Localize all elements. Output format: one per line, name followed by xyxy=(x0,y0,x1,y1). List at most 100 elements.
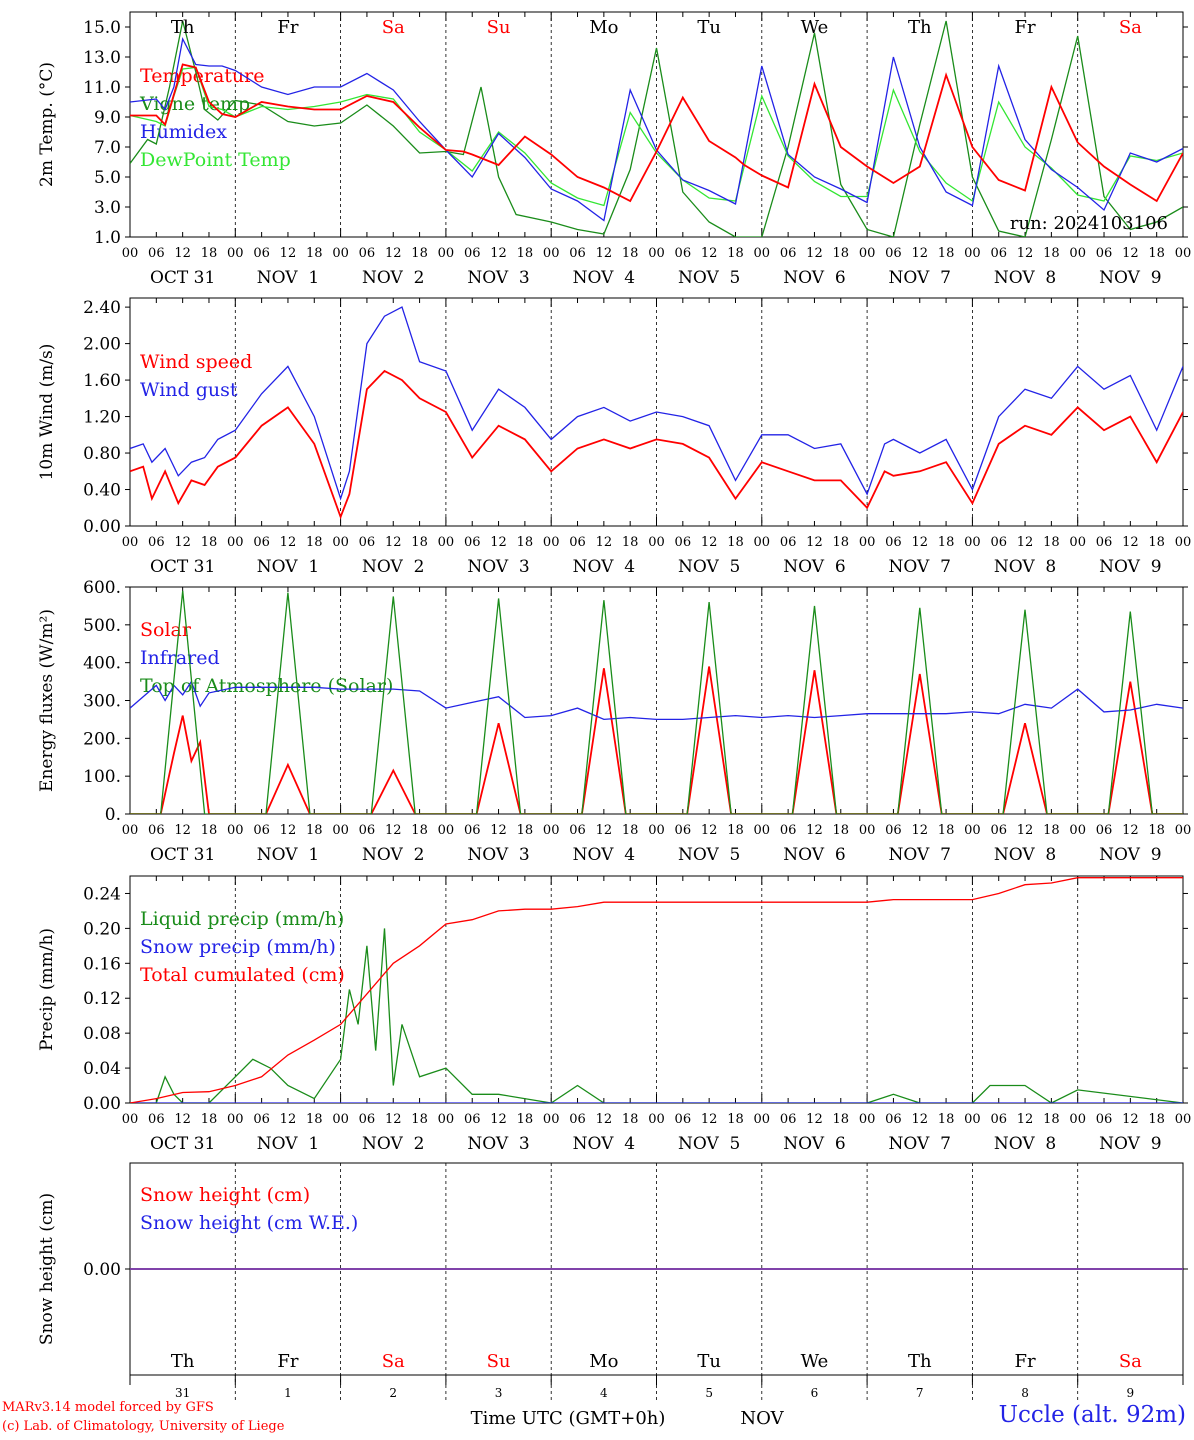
chart-panel-2: 0.00 0.40 0.80 1.20 1.60 2.00 2.40 10m Wind (m/… xyxy=(37,297,1191,577)
series-line xyxy=(130,20,1183,237)
hour-label: 12 xyxy=(1122,246,1139,261)
hour-label: 06 xyxy=(990,823,1007,838)
y-tick-label: 1.60 xyxy=(83,371,121,391)
legend-entry: Total cumulated (cm) xyxy=(140,964,345,986)
weekday-label: Su xyxy=(487,1351,511,1372)
y-tick-label: 9.0 xyxy=(94,108,121,128)
y-tick-label: 0.04 xyxy=(83,1059,121,1079)
hour-label: 06 xyxy=(675,823,692,838)
hour-label: 18 xyxy=(201,535,218,550)
hour-label: 18 xyxy=(201,246,218,261)
run-label: run: 2024103106 xyxy=(1010,213,1168,234)
date-label: NOV 4 xyxy=(573,268,635,288)
legend-entry: Snow height (cm W.E.) xyxy=(140,1212,358,1234)
legend-entry: Snow precip (mm/h) xyxy=(140,936,336,958)
hour-label: 00 xyxy=(122,823,139,838)
date-label: NOV 3 xyxy=(467,845,529,865)
weekday-label: Su xyxy=(487,17,511,38)
series-line xyxy=(130,37,1183,222)
hour-label: 00 xyxy=(648,823,665,838)
hour-label: 06 xyxy=(569,1112,586,1127)
legend-entry: Wind speed xyxy=(140,351,252,373)
hour-label: 06 xyxy=(885,1112,902,1127)
y-tick-label: 0.16 xyxy=(83,954,121,974)
hour-label: 06 xyxy=(675,1112,692,1127)
y-tick-label: 15.0 xyxy=(83,18,121,38)
hour-label: 00 xyxy=(754,246,771,261)
day-number: 5 xyxy=(705,1386,713,1400)
hour-label: 18 xyxy=(938,1112,955,1127)
date-label: OCT 31 xyxy=(150,1134,215,1154)
hour-label: 06 xyxy=(780,1112,797,1127)
y-tick-label: 0.08 xyxy=(83,1024,121,1044)
hour-label: 00 xyxy=(648,246,665,261)
weekday-label: Th xyxy=(908,1351,932,1372)
hour-label: 00 xyxy=(332,823,349,838)
hour-label: 06 xyxy=(148,535,165,550)
hour-label: 06 xyxy=(148,1112,165,1127)
hour-label: 12 xyxy=(490,1112,507,1127)
hour-label: 06 xyxy=(148,246,165,261)
hour-label: 18 xyxy=(938,535,955,550)
date-label: NOV 6 xyxy=(783,845,845,865)
hour-label: 18 xyxy=(411,1112,428,1127)
hour-label: 12 xyxy=(280,535,297,550)
hour-label: 12 xyxy=(701,1112,718,1127)
hour-label: 12 xyxy=(596,535,613,550)
chart-panel-4: 0.00 0.04 0.08 0.12 0.16 0.20 0.24 Precip (mm/h… xyxy=(37,875,1191,1154)
hour-label: 12 xyxy=(596,1112,613,1127)
hour-label: 00 xyxy=(543,246,560,261)
hour-label: 18 xyxy=(727,246,744,261)
day-number: 6 xyxy=(811,1386,819,1400)
hour-label: 12 xyxy=(174,246,191,261)
hour-label: 12 xyxy=(385,1112,402,1127)
hour-label: 12 xyxy=(596,246,613,261)
hour-label: 18 xyxy=(622,535,639,550)
date-label: NOV 7 xyxy=(889,845,951,865)
date-label: NOV 9 xyxy=(1099,1134,1161,1154)
date-label: NOV 6 xyxy=(783,268,845,288)
legend-entry: Snow height (cm) xyxy=(140,1184,310,1206)
chart-panel-1: 1.0 3.0 5.0 7.0 9.0 11.0 13.0 15.0 2m Temp. (°C)… xyxy=(37,11,1191,288)
hour-label: 18 xyxy=(727,1112,744,1127)
hour-label: 06 xyxy=(885,535,902,550)
bottom-date-axis: 31 1 2 3 4 5 6 7 8 9 Time UTC (GMT+0h) NOV xyxy=(129,1375,1184,1429)
y-tick-label: 5.0 xyxy=(94,168,121,188)
date-label: NOV 8 xyxy=(994,1134,1056,1154)
hour-label: 18 xyxy=(411,246,428,261)
weekday-label: Sa xyxy=(1119,1351,1142,1372)
hour-label: 00 xyxy=(1069,535,1086,550)
hour-label: 18 xyxy=(1043,535,1060,550)
hour-label: 12 xyxy=(174,1112,191,1127)
hour-label: 18 xyxy=(938,246,955,261)
hour-label: 06 xyxy=(464,823,481,838)
hour-label: 06 xyxy=(780,535,797,550)
series-line xyxy=(130,928,1183,1103)
date-label: NOV 9 xyxy=(1099,845,1161,865)
hour-label: 18 xyxy=(833,535,850,550)
hour-label: 18 xyxy=(833,1112,850,1127)
date-label: NOV 5 xyxy=(678,557,740,577)
hour-label: 06 xyxy=(359,1112,376,1127)
day-number: 31 xyxy=(175,1386,190,1400)
hour-label: 12 xyxy=(385,535,402,550)
y-tick-label: 0. xyxy=(105,805,121,825)
hour-label: 06 xyxy=(990,535,1007,550)
date-label: NOV 6 xyxy=(783,1134,845,1154)
hour-label: 18 xyxy=(517,823,534,838)
weekday-label: Sa xyxy=(382,1351,405,1372)
hour-label: 00 xyxy=(859,246,876,261)
hour-label: 18 xyxy=(1148,246,1165,261)
hour-label: 12 xyxy=(1122,535,1139,550)
hour-label: 06 xyxy=(675,535,692,550)
hour-label: 06 xyxy=(675,246,692,261)
hour-label: 18 xyxy=(622,246,639,261)
hour-label: 18 xyxy=(1043,246,1060,261)
weekday-label: Fr xyxy=(1015,17,1036,38)
y-tick-label: 0.40 xyxy=(83,481,121,501)
hour-label: 06 xyxy=(464,246,481,261)
hour-label: 06 xyxy=(780,823,797,838)
hour-label: 06 xyxy=(885,246,902,261)
hour-label: 12 xyxy=(1017,1112,1034,1127)
